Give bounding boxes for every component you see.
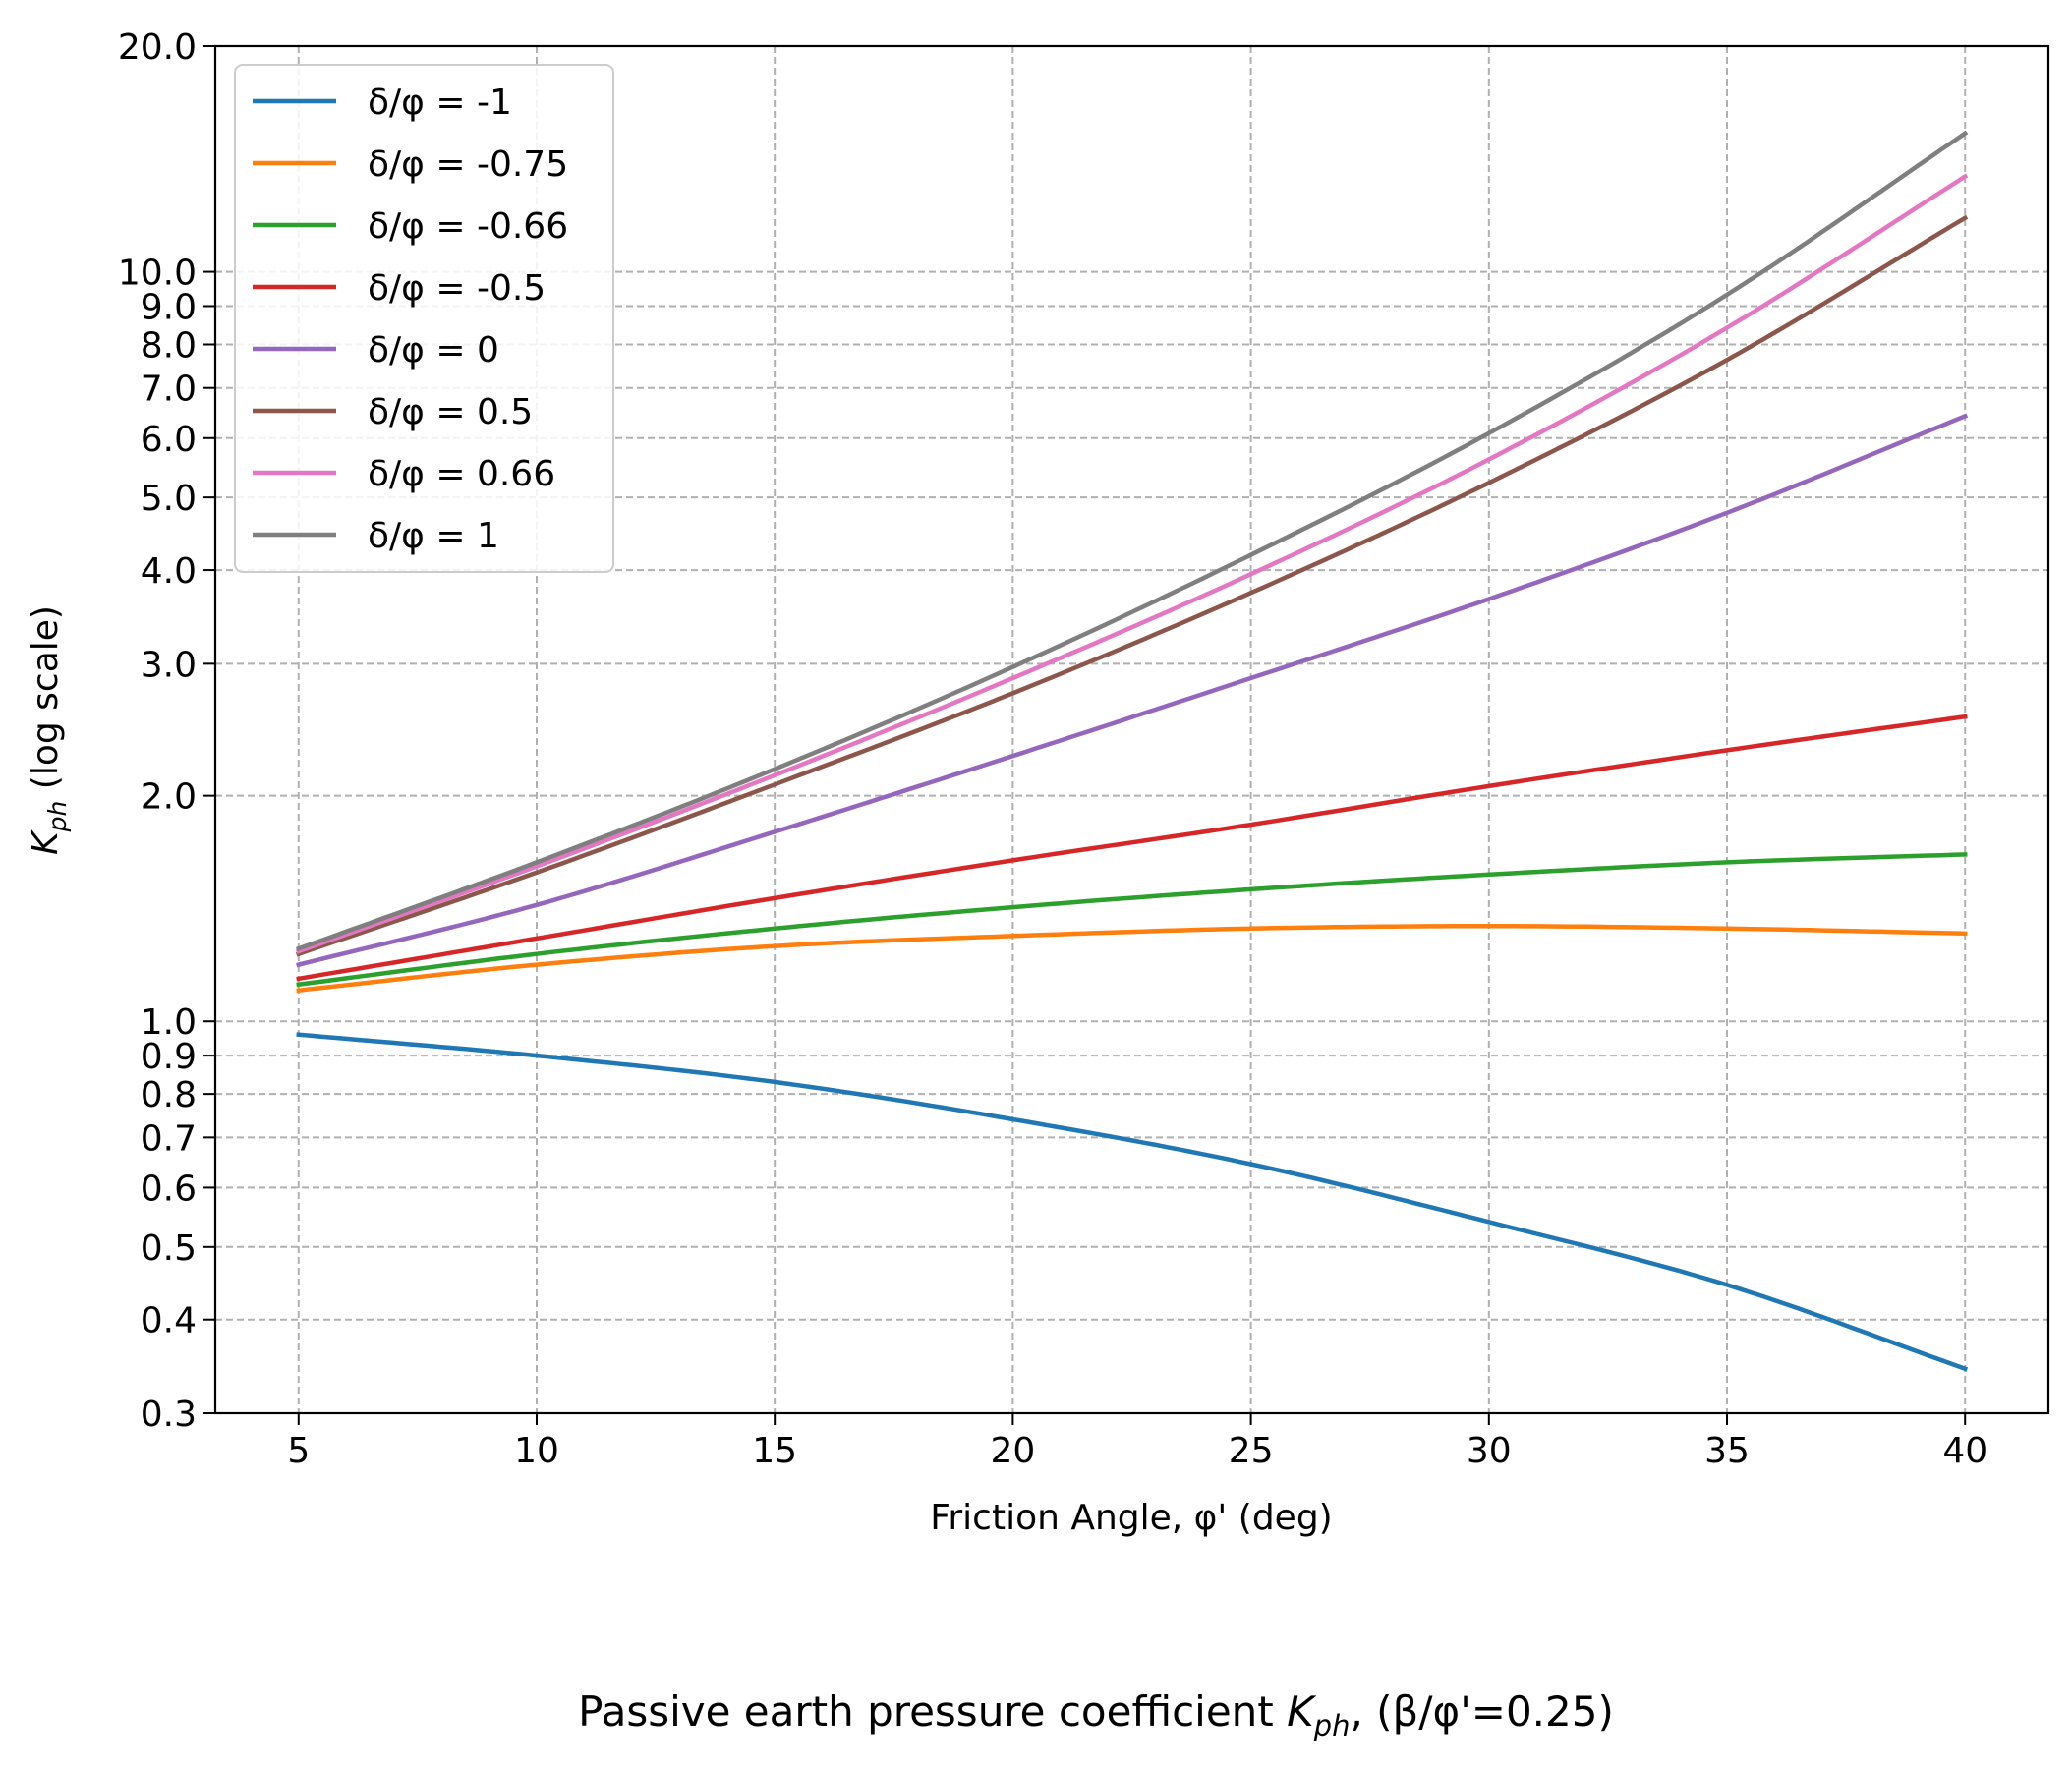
series-line-2 [296,852,1968,988]
series-line-3 [296,714,1968,982]
chart-title: Passive earth pressure coefficient Kph, … [578,1687,1614,1742]
legend-label: δ/φ = 0.5 [368,392,533,432]
y-tick-label: 0.7 [141,1118,197,1159]
x-tick-label: 15 [752,1431,797,1471]
x-tick-label: 5 [287,1431,310,1471]
legend-label: δ/φ = 0.66 [368,454,555,494]
y-tick-label: 0.3 [141,1395,197,1435]
y-tick-label: 6.0 [141,420,197,460]
legend-label: δ/φ = -0.5 [368,268,546,309]
legend-label: δ/φ = -1 [368,83,512,123]
x-tick-label: 25 [1229,1431,1274,1471]
y-axis-label: Kph (log scale) [26,605,72,855]
chart-title-k: K [1287,1687,1317,1736]
legend: δ/φ = -1 δ/φ = -0.75 δ/φ = -0.66 δ/φ = -0.5… [234,64,614,573]
y-tick-label: 2.0 [141,777,197,818]
y-tick-label: 4.0 [141,551,197,592]
series-line-6 [295,173,1969,954]
y-tick-label: 1.0 [141,1002,197,1043]
y-tick-label: 3.0 [141,645,197,685]
chart-title-tail: , (β/φ'=0.25) [1350,1687,1613,1736]
legend-label: δ/φ = 1 [368,516,499,556]
y-tick-label: 0.8 [141,1075,197,1115]
series-lines [295,130,1969,1372]
grid [215,46,2048,1413]
x-tick-label: 30 [1467,1431,1512,1471]
y-axis-label-tail: (log scale) [26,605,66,801]
y-tick-label: 20.0 [118,28,197,68]
legend-label: δ/φ = 0 [368,330,499,371]
x-tick-label: 20 [990,1431,1035,1471]
chart-title-text: Passive earth pressure coefficient [578,1687,1274,1736]
y-tick-label: 5.0 [141,479,197,519]
y-tick-label: 9.0 [141,287,197,327]
series-line-7 [295,130,1969,952]
x-axis: 5 10 15 20 25 30 35 40 [287,1413,1987,1471]
y-axis: 0.3 0.4 0.5 0.6 0.70.80.91.0 2.0 3.0 4.0 5.0 6.0 7… [118,28,215,1435]
series-line-5 [295,214,1969,957]
legend-box [234,64,614,573]
y-axis-label-sub: ph [43,801,72,833]
y-tick-label: 0.6 [141,1169,197,1209]
y-tick-label: 8.0 [141,325,197,366]
x-tick-label: 10 [514,1431,559,1471]
y-axis-label-k: K [26,829,66,855]
plot-frame [213,44,2050,1415]
x-tick-label: 40 [1942,1431,1987,1471]
y-tick-label: 0.5 [141,1228,197,1269]
chart-title-sub: ph [1313,1709,1351,1742]
series-line-4 [296,413,1969,968]
series-line-0 [296,1032,1969,1372]
y-tick-label: 7.0 [141,370,197,410]
x-axis-label: Friction Angle, φ' (deg) [930,1498,1332,1538]
series-line-1 [296,924,1968,994]
x-tick-label: 35 [1704,1431,1750,1471]
y-tick-label: 0.4 [141,1301,197,1342]
y-tick-label: 0.9 [141,1037,197,1077]
legend-label: δ/φ = -0.75 [368,144,568,185]
y-tick-label: 10.0 [118,254,197,294]
legend-label: δ/φ = -0.66 [368,206,568,247]
